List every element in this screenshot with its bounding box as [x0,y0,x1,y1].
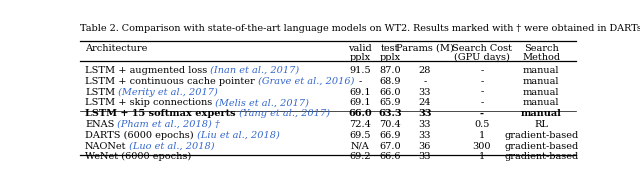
Text: gradient-based: gradient-based [504,142,579,150]
Text: 300: 300 [472,142,491,150]
Text: test: test [381,44,399,52]
Text: (Liu et al., 2018): (Liu et al., 2018) [193,131,279,140]
Text: 87.0: 87.0 [379,66,401,75]
Text: 33: 33 [419,120,431,129]
Text: 66.0: 66.0 [380,88,401,97]
Text: (Luo et al., 2018): (Luo et al., 2018) [127,142,215,150]
Text: NAONet: NAONet [85,142,127,150]
Text: 33: 33 [419,88,431,97]
Text: LSTM + continuous cache pointer: LSTM + continuous cache pointer [85,77,255,86]
Text: RL: RL [534,120,548,129]
Text: pplx: pplx [349,53,371,62]
Text: Search Cost: Search Cost [452,44,512,52]
Text: WeNet (6000 epochs): WeNet (6000 epochs) [85,152,191,161]
Text: -: - [480,109,484,118]
Text: 68.9: 68.9 [380,77,401,86]
Text: 69.2: 69.2 [349,152,371,161]
Text: 24: 24 [419,98,431,107]
Text: 91.5: 91.5 [349,66,371,75]
Text: (Inan et al., 2017): (Inan et al., 2017) [207,66,300,75]
Text: 1: 1 [479,152,485,161]
Text: Method: Method [522,53,561,62]
Text: 36: 36 [419,142,431,150]
Text: (Grave et al., 2016): (Grave et al., 2016) [255,77,354,86]
Text: LSTM: LSTM [85,88,115,97]
Text: 69.5: 69.5 [349,131,371,140]
Text: pplx: pplx [380,53,401,62]
Text: manual: manual [521,109,562,118]
Text: manual: manual [523,66,559,75]
Text: (Merity et al., 2017): (Merity et al., 2017) [115,88,218,97]
Text: LSTM + augmented loss: LSTM + augmented loss [85,66,207,75]
Text: manual: manual [523,77,559,86]
Text: (Melis et al., 2017): (Melis et al., 2017) [212,98,309,107]
Text: 65.9: 65.9 [380,98,401,107]
Text: -: - [480,66,483,75]
Text: 67.0: 67.0 [379,142,401,150]
Text: ENAS: ENAS [85,120,115,129]
Text: gradient-based: gradient-based [504,131,579,140]
Text: manual: manual [523,98,559,107]
Text: 33: 33 [418,109,431,118]
Text: -: - [480,98,483,107]
Text: LSTM + skip connections: LSTM + skip connections [85,98,212,107]
Text: Architecture: Architecture [85,44,147,53]
Text: -: - [480,88,483,97]
Text: (Pham et al., 2018) †: (Pham et al., 2018) † [115,120,220,129]
Text: Params (M): Params (M) [396,44,454,53]
Text: (Yang et al., 2017): (Yang et al., 2017) [236,109,330,118]
Text: 66.9: 66.9 [380,131,401,140]
Text: -: - [480,77,483,86]
Text: 1: 1 [479,131,485,140]
Text: 66.6: 66.6 [380,152,401,161]
Text: 66.0: 66.0 [348,109,372,118]
Text: gradient-based: gradient-based [504,152,579,161]
Text: valid: valid [348,44,372,52]
Text: LSTM + 15 softmax experts: LSTM + 15 softmax experts [85,109,236,118]
Text: (GPU days): (GPU days) [454,53,509,62]
Text: manual: manual [523,88,559,97]
Text: 69.1: 69.1 [349,98,371,107]
Text: N/A: N/A [351,142,370,150]
Text: Table 2. Comparison with state-of-the-art language models on WT2. Results marked: Table 2. Comparison with state-of-the-ar… [80,24,640,33]
Text: 72.4: 72.4 [349,120,371,129]
Text: DARTS (6000 epochs): DARTS (6000 epochs) [85,131,193,140]
Text: 0.5: 0.5 [474,120,490,129]
Text: -: - [358,77,362,86]
Text: 63.3: 63.3 [378,109,402,118]
Text: 28: 28 [419,66,431,75]
Text: -: - [423,77,426,86]
Text: 33: 33 [419,131,431,140]
Text: 70.4: 70.4 [379,120,401,129]
Text: 69.1: 69.1 [349,88,371,97]
Text: 33: 33 [419,152,431,161]
Text: Search: Search [524,44,559,52]
